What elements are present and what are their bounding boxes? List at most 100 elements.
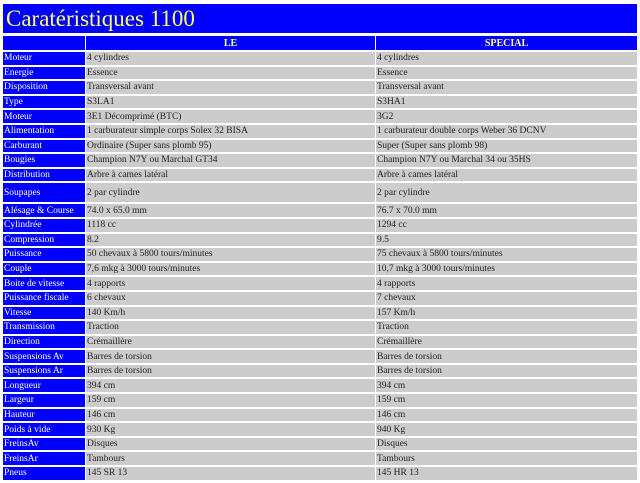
row-label: Suspensions Ar — [3, 364, 85, 378]
table-row: Poids à vide 930 Kg 940 Kg — [3, 423, 637, 436]
table-header: LE SPECIAL — [3, 36, 637, 50]
special-value: Disques — [376, 437, 637, 451]
special-value: 3G2 — [376, 110, 637, 123]
special-value: 1294 cc — [376, 218, 637, 232]
table-row: Couple 7,6 mkg à 3000 tours/minutes 10,7 m… — [3, 262, 637, 276]
row-label: Direction — [3, 335, 85, 349]
row-label: Pneus — [3, 467, 85, 480]
table-row: Pneus 145 SR 13 145 HR 13 — [3, 467, 637, 480]
le-value: 146 cm — [86, 408, 375, 422]
column-header-le: LE — [86, 36, 375, 50]
table-row: Hauteur 146 cm 146 cm — [3, 408, 637, 422]
special-value: 1 carburateur double corps Weber 36 DCNV — [376, 124, 637, 138]
special-value: 159 cm — [376, 394, 637, 407]
special-value: 146 cm — [376, 408, 637, 422]
le-value: 6 chevaux — [86, 291, 375, 305]
row-label: Vitesse — [3, 306, 85, 320]
special-value: Champion N7Y ou Marchal 34 ou 35HS — [376, 154, 637, 167]
special-value: 75 chevaux à 5800 tours/minutes — [376, 248, 637, 261]
le-value: 145 SR 13 — [86, 467, 375, 480]
special-value: 10,7 mkg à 3000 tours/minutes — [376, 262, 637, 276]
le-value: 930 Kg — [86, 423, 375, 436]
le-value: Crémaillère — [86, 335, 375, 349]
row-label: Disposition — [3, 81, 85, 94]
row-label: Moteur — [3, 110, 85, 123]
table-row: Moteur 4 cylindres 4 cylindres — [3, 52, 637, 65]
special-value: 4 cylindres — [376, 52, 637, 65]
le-value: Ordinaire (Super sans plomb 95) — [86, 139, 375, 153]
row-label: Boite de vitesse — [3, 277, 85, 290]
table-row: Distribution Arbre à cames latéral Arbre à… — [3, 168, 637, 182]
table-row: Boite de vitesse 4 rapports 4 rapports — [3, 277, 637, 290]
row-label: Soupapes — [3, 183, 85, 203]
row-label: Largeur — [3, 394, 85, 407]
le-value: Barres de torsion — [86, 364, 375, 378]
special-value: Arbre à cames latéral — [376, 168, 637, 182]
row-label: Hauteur — [3, 408, 85, 422]
le-value: 8.2 — [86, 233, 375, 247]
table-row: Transmission Traction Traction — [3, 321, 637, 334]
special-value: 2 par cylindre — [376, 183, 637, 203]
special-value: 76.7 x 70.0 mm — [376, 204, 637, 217]
table-row: Puissance fiscale 6 chevaux 7 chevaux — [3, 291, 637, 305]
table-row: Alimentation 1 carburateur simple corps S… — [3, 124, 637, 138]
le-value: 1 carburateur simple corps Solex 32 BISA — [86, 124, 375, 138]
table-row: Disposition Transversal avant Transversal … — [3, 81, 637, 94]
special-value: Essence — [376, 66, 637, 80]
row-label: Transmission — [3, 321, 85, 334]
table-row: FreinsAr Tambours Tambours — [3, 452, 637, 466]
table-row: Suspensions Ar Barres de torsion Barres de… — [3, 364, 637, 378]
specs-table: LE SPECIAL Moteur 4 cylindres 4 cylindres E… — [2, 34, 638, 482]
table-row: Carburant Ordinaire (Super sans plomb 95)… — [3, 139, 637, 153]
row-label: Puissance — [3, 248, 85, 261]
special-value: 394 cm — [376, 379, 637, 393]
special-value: 145 HR 13 — [376, 467, 637, 480]
table-row: Direction Crémaillère Crémaillère — [3, 335, 637, 349]
row-label: Compression — [3, 233, 85, 247]
special-value: Traction — [376, 321, 637, 334]
table-row: Alésage & Course 74.0 x 65.0 mm 76.7 x 70.… — [3, 204, 637, 217]
table-row: Puissance 50 chevaux à 5800 tours/minutes… — [3, 248, 637, 261]
row-label: Carburant — [3, 139, 85, 153]
specs-page: Caratéristiques 1100 LE SPECIAL Moteur 4 … — [3, 4, 637, 482]
row-label: Couple — [3, 262, 85, 276]
table-row: Longueur 394 cm 394 cm — [3, 379, 637, 393]
special-value: 7 chevaux — [376, 291, 637, 305]
le-value: Arbre à cames latéral — [86, 168, 375, 182]
le-value: 7,6 mkg à 3000 tours/minutes — [86, 262, 375, 276]
row-label: Alésage & Course — [3, 204, 85, 217]
special-value: Transversal avant — [376, 81, 637, 94]
special-value: S3HA1 — [376, 95, 637, 109]
special-value: 9.5 — [376, 233, 637, 247]
row-label: Alimentation — [3, 124, 85, 138]
table-row: Vitesse 140 Km/h 157 Km/h — [3, 306, 637, 320]
table-row: Compression 8.2 9.5 — [3, 233, 637, 247]
row-label: Moteur — [3, 52, 85, 65]
le-value: Tambours — [86, 452, 375, 466]
table-row: Suspensions Av Barres de torsion Barres de… — [3, 350, 637, 363]
special-value: Super (Super sans plomb 98) — [376, 139, 637, 153]
row-label: Longueur — [3, 379, 85, 393]
le-value: S3LA1 — [86, 95, 375, 109]
le-value: 394 cm — [86, 379, 375, 393]
row-label: Cylindrée — [3, 218, 85, 232]
special-value: Crémaillère — [376, 335, 637, 349]
le-value: Traction — [86, 321, 375, 334]
le-value: 3E1 Décomprimé (BTC) — [86, 110, 375, 123]
table-row: Largeur 159 cm 159 cm — [3, 394, 637, 407]
special-value: Barres de torsion — [376, 350, 637, 363]
row-label: Suspensions Av — [3, 350, 85, 363]
le-value: Disques — [86, 437, 375, 451]
table-row: Cylindrée 1118 cc 1294 cc — [3, 218, 637, 232]
column-header-label — [3, 36, 85, 50]
le-value: 4 cylindres — [86, 52, 375, 65]
column-header-special: SPECIAL — [376, 36, 637, 50]
row-label: Type — [3, 95, 85, 109]
table-row: Moteur 3E1 Décomprimé (BTC) 3G2 — [3, 110, 637, 123]
le-value: Essence — [86, 66, 375, 80]
special-value: 4 rapports — [376, 277, 637, 290]
row-label: Poids à vide — [3, 423, 85, 436]
le-value: 159 cm — [86, 394, 375, 407]
row-label: FreinsAv — [3, 437, 85, 451]
row-label: Bougies — [3, 154, 85, 167]
